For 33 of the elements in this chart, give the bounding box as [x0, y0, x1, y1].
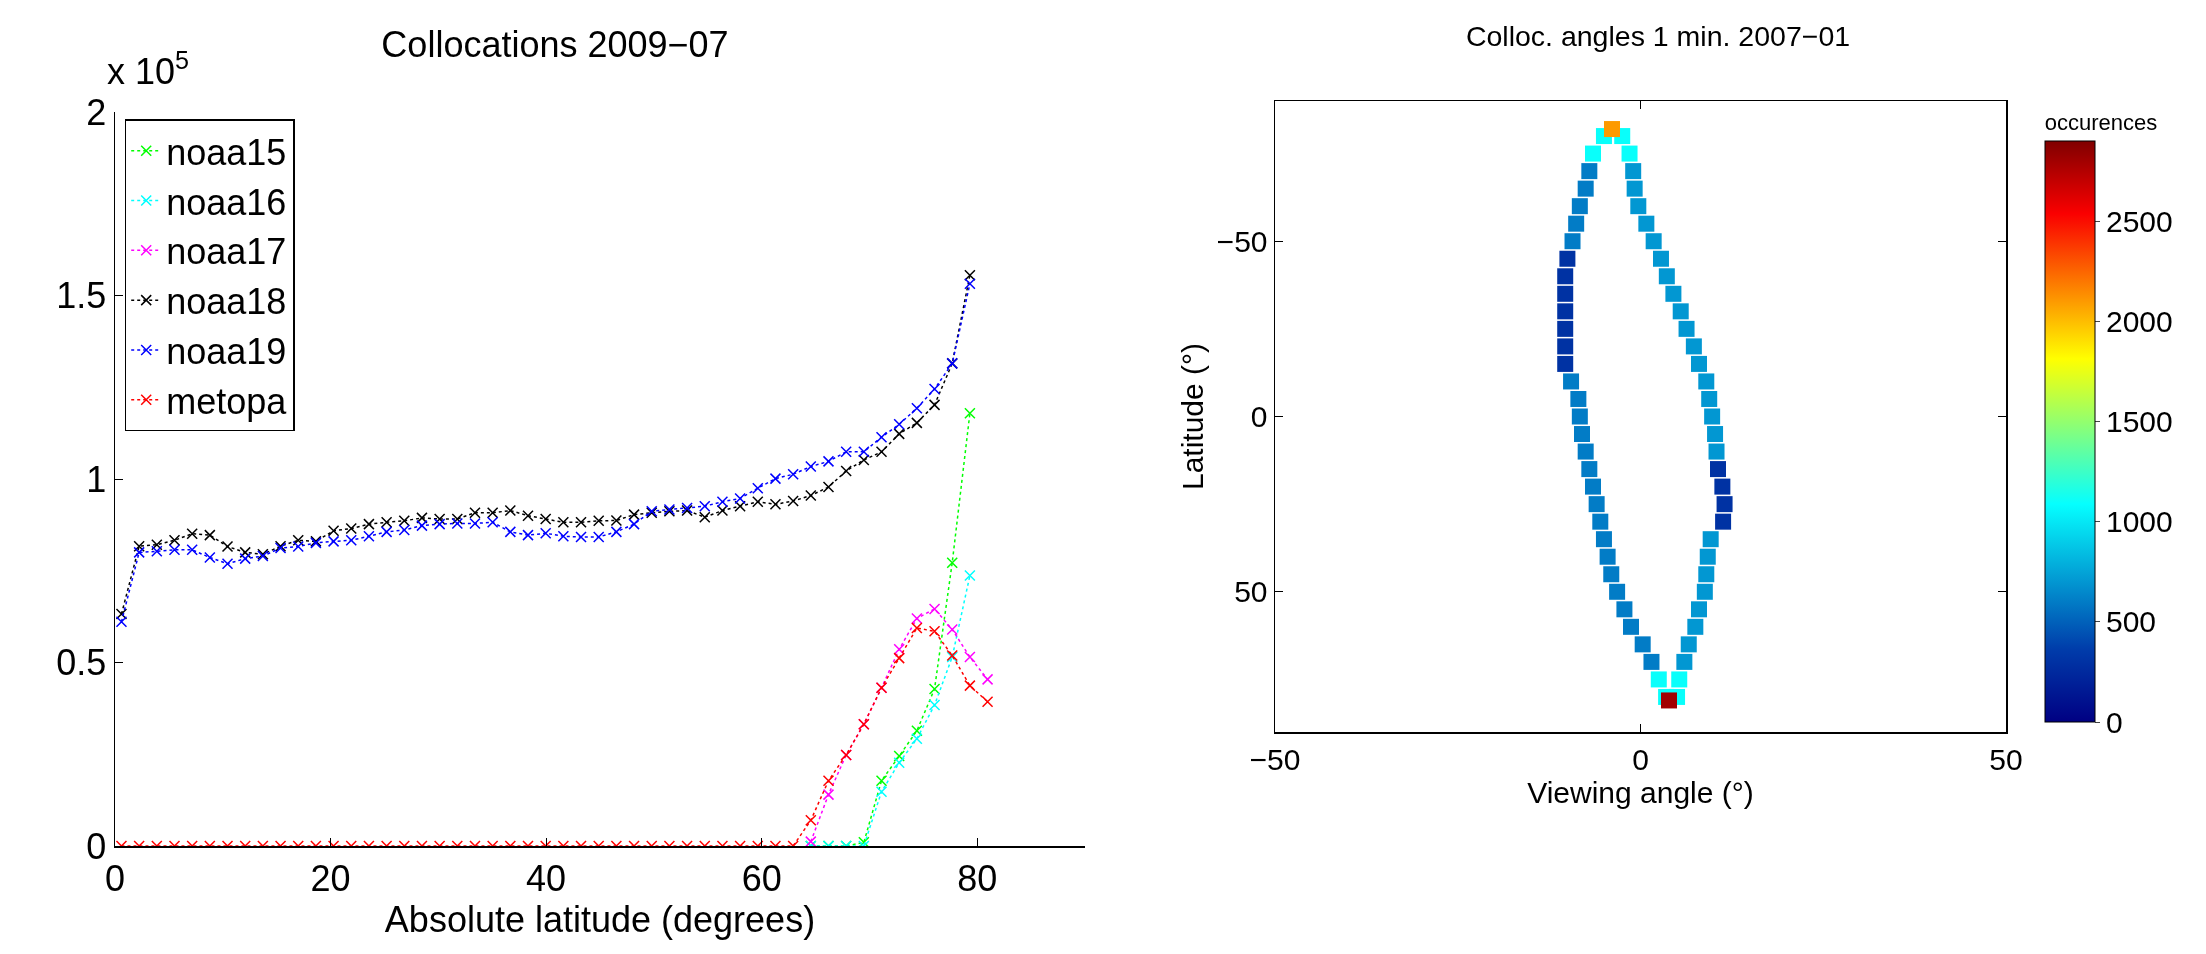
legend-label: noaa19 — [166, 330, 287, 372]
y-tick-label: 1 — [86, 458, 107, 500]
color-bar-label: 1000 — [2106, 505, 2173, 539]
x-tick-label: 20 — [310, 857, 351, 899]
legend-label: noaa15 — [166, 131, 287, 173]
y-tick-label: 2 — [86, 91, 107, 133]
color-bar-label: 1500 — [2106, 404, 2173, 438]
x-tick-label: 80 — [957, 857, 998, 899]
x-tick-label: 60 — [741, 857, 782, 899]
color-bar-label: 0 — [2106, 705, 2123, 739]
legend-label: noaa16 — [166, 181, 287, 223]
legend-label: noaa18 — [166, 281, 287, 323]
x-tick-label: 50 — [1989, 742, 2023, 776]
color-bar-title: occurences — [2044, 110, 2158, 135]
y-axis-title: Latitude (°) — [1175, 342, 1209, 491]
legend-label: metopa — [166, 380, 288, 422]
y-tick-label: 0 — [1250, 400, 1268, 433]
y-tick-label: 50 — [1234, 575, 1268, 609]
y-tick-label: 0.5 — [56, 642, 107, 684]
y-tick-label: 1.5 — [56, 275, 107, 317]
y-tick-label: −50 — [1216, 224, 1268, 258]
legend-label: noaa17 — [166, 231, 287, 273]
color-bar-label: 2000 — [2106, 304, 2173, 338]
chart-title: Collocations 2009−07 — [381, 24, 729, 65]
y-tick-label: 0 — [86, 825, 107, 867]
x-tick-label: 0 — [1632, 742, 1649, 776]
x-axis-title: Absolute latitude (degrees) — [384, 898, 816, 940]
color-bar-label: 2500 — [2106, 204, 2173, 238]
color-bar-label: 500 — [2106, 605, 2157, 639]
text: x 10$^{5}$ — [107, 46, 190, 93]
x-axis-title: Viewing angle (°) — [1527, 775, 1754, 809]
x-tick-label: 40 — [526, 857, 567, 899]
chart-title: Colloc. angles 1 min. 2007−01 — [1465, 20, 1851, 52]
